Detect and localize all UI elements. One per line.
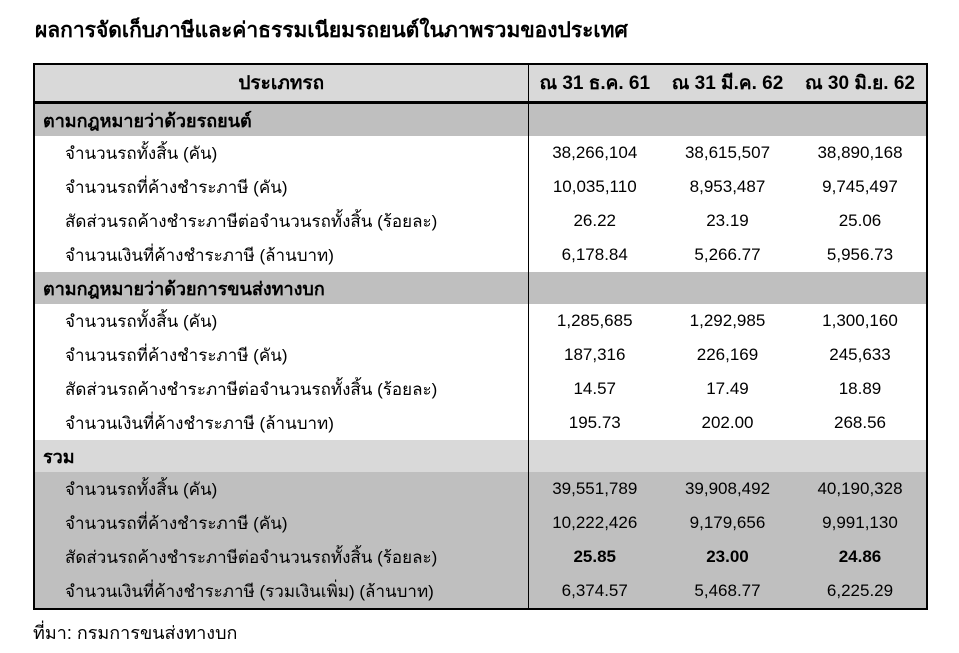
row-value: 39,908,492	[661, 472, 794, 506]
section-header-label: รวม	[34, 440, 529, 472]
row-value: 24.86	[794, 540, 927, 574]
row-label: จำนวนรถทั้งสิ้น (คัน)	[34, 472, 529, 506]
row-value: 38,615,507	[661, 136, 794, 170]
row-value: 26.22	[528, 204, 661, 238]
row-value: 25.85	[528, 540, 661, 574]
table-row: จำนวนเงินที่ค้างชำระภาษี (ล้านบาท) 6,178…	[34, 238, 927, 272]
vehicle-tax-table: ประเภทรถ ณ 31 ธ.ค. 61 ณ 31 มี.ค. 62 ณ 30…	[33, 63, 928, 610]
row-value: 14.57	[528, 372, 661, 406]
table-row: สัดส่วนรถค้างชำระภาษีต่อจำนวนรถทั้งสิ้น …	[34, 204, 927, 238]
table-row: จำนวนรถที่ค้างชำระภาษี (คัน) 10,035,110 …	[34, 170, 927, 204]
table-header-row: ประเภทรถ ณ 31 ธ.ค. 61 ณ 31 มี.ค. 62 ณ 30…	[34, 64, 927, 104]
row-label: สัดส่วนรถค้างชำระภาษีต่อจำนวนรถทั้งสิ้น …	[34, 372, 529, 406]
row-value: 39,551,789	[528, 472, 661, 506]
row-value: 38,266,104	[528, 136, 661, 170]
row-value: 187,316	[528, 338, 661, 372]
section-header-label: ตามกฎหมายว่าด้วยรถยนต์	[34, 102, 529, 136]
row-value: 1,300,160	[794, 304, 927, 338]
section-header-land-transport-law: ตามกฎหมายว่าด้วยการขนส่งทางบก	[34, 272, 927, 304]
section-header-filler	[528, 102, 927, 136]
row-value: 5,266.77	[661, 238, 794, 272]
row-value: 9,991,130	[794, 506, 927, 540]
row-value: 1,292,985	[661, 304, 794, 338]
row-value: 23.00	[661, 540, 794, 574]
section-header-motor-vehicle-law: ตามกฎหมายว่าด้วยรถยนต์	[34, 102, 927, 136]
page-title: ผลการจัดเก็บภาษีและค่าธรรมเนียมรถยนต์ในภ…	[35, 19, 628, 42]
column-header-date-dec61: ณ 31 ธ.ค. 61	[528, 64, 661, 104]
source-note: ที่มา: กรมการขนส่งทางบก	[33, 623, 238, 643]
row-value: 5,956.73	[794, 238, 927, 272]
row-label: จำนวนเงินที่ค้างชำระภาษี (ล้านบาท)	[34, 406, 529, 440]
row-value: 9,179,656	[661, 506, 794, 540]
column-header-date-jun62: ณ 30 มิ.ย. 62	[794, 64, 927, 104]
table-row: สัดส่วนรถค้างชำระภาษีต่อจำนวนรถทั้งสิ้น …	[34, 540, 927, 574]
section-header-label: ตามกฎหมายว่าด้วยการขนส่งทางบก	[34, 272, 529, 304]
section-header-total: รวม	[34, 440, 927, 472]
row-value: 23.19	[661, 204, 794, 238]
row-value: 226,169	[661, 338, 794, 372]
row-value: 18.89	[794, 372, 927, 406]
row-value: 40,190,328	[794, 472, 927, 506]
row-value: 1,285,685	[528, 304, 661, 338]
section-header-filler	[528, 272, 927, 304]
table-row: จำนวนเงินที่ค้างชำระภาษี (ล้านบาท) 195.7…	[34, 406, 927, 440]
table-row: สัดส่วนรถค้างชำระภาษีต่อจำนวนรถทั้งสิ้น …	[34, 372, 927, 406]
row-value: 8,953,487	[661, 170, 794, 204]
row-label: สัดส่วนรถค้างชำระภาษีต่อจำนวนรถทั้งสิ้น …	[34, 540, 529, 574]
row-value: 6,225.29	[794, 574, 927, 609]
column-header-date-mar62: ณ 31 มี.ค. 62	[661, 64, 794, 104]
row-label: จำนวนรถที่ค้างชำระภาษี (คัน)	[34, 506, 529, 540]
row-label: จำนวนรถที่ค้างชำระภาษี (คัน)	[34, 170, 529, 204]
section-header-filler	[528, 440, 927, 472]
row-value: 195.73	[528, 406, 661, 440]
table-row: จำนวนรถทั้งสิ้น (คัน) 39,551,789 39,908,…	[34, 472, 927, 506]
table-row: จำนวนรถทั้งสิ้น (คัน) 38,266,104 38,615,…	[34, 136, 927, 170]
row-value: 25.06	[794, 204, 927, 238]
row-label: จำนวนรถที่ค้างชำระภาษี (คัน)	[34, 338, 529, 372]
row-value: 6,374.57	[528, 574, 661, 609]
row-value: 245,633	[794, 338, 927, 372]
table-row: จำนวนรถทั้งสิ้น (คัน) 1,285,685 1,292,98…	[34, 304, 927, 338]
row-label: จำนวนรถทั้งสิ้น (คัน)	[34, 136, 529, 170]
row-value: 17.49	[661, 372, 794, 406]
row-label: จำนวนเงินที่ค้างชำระภาษี (ล้านบาท)	[34, 238, 529, 272]
column-header-vehicle-type: ประเภทรถ	[34, 64, 529, 104]
row-value: 6,178.84	[528, 238, 661, 272]
table-row: จำนวนรถที่ค้างชำระภาษี (คัน) 187,316 226…	[34, 338, 927, 372]
row-value: 268.56	[794, 406, 927, 440]
row-value: 5,468.77	[661, 574, 794, 609]
table-row: จำนวนเงินที่ค้างชำระภาษี (รวมเงินเพิ่ม) …	[34, 574, 927, 609]
row-value: 9,745,497	[794, 170, 927, 204]
row-value: 202.00	[661, 406, 794, 440]
row-label: สัดส่วนรถค้างชำระภาษีต่อจำนวนรถทั้งสิ้น …	[34, 204, 529, 238]
table-row: จำนวนรถที่ค้างชำระภาษี (คัน) 10,222,426 …	[34, 506, 927, 540]
row-label: จำนวนเงินที่ค้างชำระภาษี (รวมเงินเพิ่ม) …	[34, 574, 529, 609]
row-value: 10,222,426	[528, 506, 661, 540]
row-value: 10,035,110	[528, 170, 661, 204]
row-label: จำนวนรถทั้งสิ้น (คัน)	[34, 304, 529, 338]
row-value: 38,890,168	[794, 136, 927, 170]
